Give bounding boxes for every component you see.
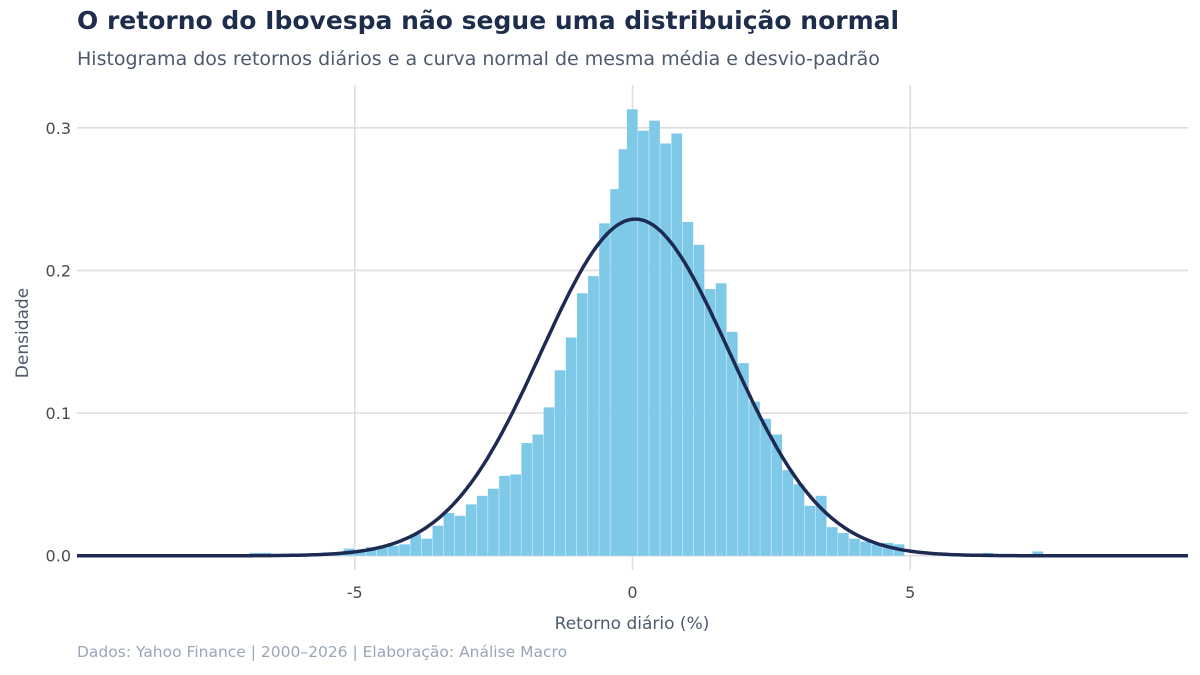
histogram-bar: [432, 525, 444, 556]
histogram-bar: [626, 109, 638, 556]
histogram-bar: [726, 331, 738, 556]
histogram-bar: [638, 130, 649, 556]
tick-labels: -5 0 5 0.0 0.1 0.2 0.3: [46, 119, 916, 602]
histogram-bars: [249, 109, 1044, 556]
x-axis-title: Retorno diário (%): [555, 614, 710, 634]
histogram-bar: [882, 542, 894, 556]
histogram-bar: [782, 470, 794, 556]
histogram-bar: [365, 547, 377, 556]
histogram-bar: [554, 370, 566, 556]
y-tick-label: 0.1: [46, 404, 71, 423]
histogram-bar: [871, 544, 883, 556]
histogram-bar: [565, 337, 577, 556]
histogram-bar: [388, 545, 399, 556]
histogram-bar: [771, 434, 783, 556]
histogram-bar: [476, 495, 488, 556]
histogram-bar: [860, 541, 871, 556]
histogram-bar: [682, 221, 694, 556]
histogram-bar: [443, 512, 455, 556]
x-tick-label: -5: [347, 583, 363, 602]
histogram-bar: [510, 474, 521, 556]
x-tick-label: 5: [905, 583, 915, 602]
histogram-bar: [421, 538, 433, 556]
y-tick-label: 0.2: [46, 261, 71, 280]
histogram-bar: [671, 133, 683, 556]
histogram-bar: [410, 534, 421, 556]
histogram-bar: [399, 544, 410, 556]
y-tick-label: 0.3: [46, 119, 71, 138]
histogram-bar: [660, 143, 671, 556]
histogram-bar: [465, 504, 477, 556]
histogram-bar: [488, 488, 499, 556]
histogram-bar: [704, 288, 716, 556]
histogram-bar: [649, 120, 660, 556]
histogram-bar: [599, 223, 610, 556]
normal-curve-line: [77, 217, 1188, 558]
histogram-bar: [543, 407, 555, 556]
normal-curve-layer: [77, 217, 1188, 558]
y-axis-title: Densidade: [13, 288, 33, 378]
histogram-bar: [849, 538, 860, 556]
histogram-bar: [610, 189, 621, 556]
histogram-bar: [521, 443, 533, 556]
histogram-bar: [738, 363, 749, 556]
histogram-bar: [618, 149, 630, 556]
histogram-bar: [454, 515, 466, 556]
chart-title: O retorno do Ibovespa não segue uma dist…: [77, 6, 900, 35]
histogram-bar: [576, 293, 588, 556]
histogram-bar: [793, 484, 805, 556]
histogram-bar: [815, 495, 827, 556]
histogram-bar: [376, 547, 388, 556]
histogram-bar: [499, 475, 510, 556]
histogram-bar: [838, 532, 849, 556]
y-tick-label: 0.0: [46, 547, 71, 566]
x-tick-label: 0: [627, 583, 637, 602]
histogram-bar: [760, 418, 771, 556]
chart-subtitle: Histograma dos retornos diários e a curv…: [77, 48, 880, 70]
chart-caption: Dados: Yahoo Finance | 2000–2026 | Elabo…: [77, 643, 568, 661]
histogram-bar: [693, 244, 705, 556]
histogram-bar: [826, 527, 838, 556]
histogram-bar: [354, 551, 366, 556]
histogram-bar: [588, 276, 599, 556]
histogram-bar: [749, 401, 760, 556]
histogram-bar: [715, 283, 727, 556]
histogram-bar: [1032, 551, 1044, 556]
histogram-bar: [804, 505, 816, 556]
histogram-bar: [532, 434, 544, 556]
